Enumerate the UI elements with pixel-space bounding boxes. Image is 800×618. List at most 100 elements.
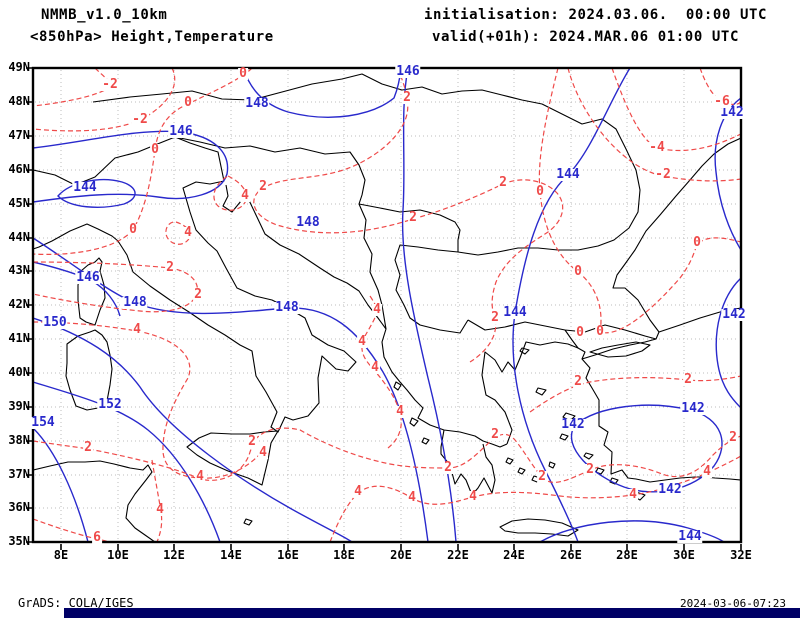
height-contour-label: 142 (721, 307, 747, 322)
temperature-contour-label: 4 (395, 404, 405, 419)
temperature-contour-label: 2 (402, 90, 412, 105)
lat-tick-label: 48N (8, 94, 30, 108)
height-contour-label: 152 (97, 397, 123, 412)
lon-tick-label: 20E (390, 548, 412, 562)
temperature-contour-label: 0 (238, 66, 248, 81)
temperature-contour-label: 2 (490, 310, 500, 325)
lon-tick-label: 12E (163, 548, 185, 562)
lat-tick-label: 46N (8, 162, 30, 176)
temperature-contour-label: -2 (101, 77, 119, 92)
lon-tick-label: 14E (220, 548, 242, 562)
temperature-contour-label: 0 (595, 324, 605, 339)
temperature-contour-label: 4 (258, 445, 268, 460)
lat-tick-label: 37N (8, 467, 30, 481)
temperature-contour-label: 2 (165, 260, 175, 275)
temperature-contour-label: 4 (702, 464, 712, 479)
height-contour-label: 146 (168, 124, 194, 139)
lat-tick-label: 44N (8, 230, 30, 244)
temperature-contour-label: 4 (195, 469, 205, 484)
height-contour-label: 154 (30, 415, 56, 430)
lat-tick-label: 49N (8, 60, 30, 74)
lon-tick-label: 28E (616, 548, 638, 562)
height-contour-label: 146 (75, 270, 101, 285)
temperature-contour-label: 4 (370, 360, 380, 375)
height-contour-label: 144 (502, 305, 528, 320)
height-contour-label: 142 (560, 417, 586, 432)
temperature-contour-label: 2 (193, 287, 203, 302)
bottom-bar (64, 608, 800, 618)
lat-tick-label: 41N (8, 331, 30, 345)
height-contour-label: 144 (72, 180, 98, 195)
temperature-contour-label: 4 (628, 487, 638, 502)
temperature-contour-label: 6 (92, 530, 102, 545)
temperature-contour-label: 4 (407, 490, 417, 505)
lat-tick-label: 42N (8, 297, 30, 311)
grads-credit-label: GrADS: COLA/IGES (18, 596, 134, 610)
height-contour-label: 144 (677, 529, 703, 544)
init-time-label: initialisation: 2024.03.06. 00:00 UTC (424, 7, 768, 23)
lat-tick-label: 39N (8, 399, 30, 413)
lat-tick-label: 38N (8, 433, 30, 447)
plot-timestamp-label: 2024-03-06-07:23 (680, 597, 786, 610)
height-contour-label: 146 (395, 64, 421, 79)
temperature-contour-label: 0 (128, 222, 138, 237)
lon-tick-label: 22E (447, 548, 469, 562)
lon-tick-label: 18E (333, 548, 355, 562)
lon-tick-label: 26E (560, 548, 582, 562)
lon-tick-label: 24E (503, 548, 525, 562)
height-contour-label: 148 (122, 295, 148, 310)
temperature-contour-label: 4 (132, 322, 142, 337)
grid-lines (35, 70, 739, 540)
lon-tick-label: 10E (107, 548, 129, 562)
temperature-contour-label: 2 (490, 427, 500, 442)
temperature-contour-label: 2 (585, 462, 595, 477)
temperature-contour-label: 4 (155, 502, 165, 517)
temperature-contour-label: -6 (713, 94, 731, 109)
coastlines (34, 73, 740, 541)
temperature-contour-label: 2 (258, 179, 268, 194)
temperature-contour-label: 2 (728, 430, 738, 445)
lat-tick-label: 35N (8, 534, 30, 548)
temperature-contour-label: 0 (575, 325, 585, 340)
lon-tick-label: 16E (277, 548, 299, 562)
axis-ticks (26, 67, 742, 550)
temperature-contour-label: 0 (183, 95, 193, 110)
temperature-contour-label: -2 (654, 167, 672, 182)
height-contour-label: 148 (295, 215, 321, 230)
temperature-contour-label: 4 (372, 302, 382, 317)
temperature-contour-label: -4 (648, 140, 666, 155)
temperature-contour-label: 0 (150, 142, 160, 157)
lat-tick-label: 43N (8, 263, 30, 277)
height-contour-label: 142 (657, 482, 683, 497)
map-frame (31, 66, 743, 544)
temperature-contour-label: 2 (683, 372, 693, 387)
height-contour-label: 148 (244, 96, 270, 111)
temperature-contour-label: 2 (408, 210, 418, 225)
temperature-contour-label: 2 (573, 374, 583, 389)
lon-tick-label: 32E (730, 548, 752, 562)
temperature-contour-label: 0 (535, 184, 545, 199)
temperature-contour-label: 4 (353, 484, 363, 499)
temperature-contour-label: 4 (468, 489, 478, 504)
temperature-contour-label: 4 (240, 188, 250, 203)
height-contour-label: 148 (274, 300, 300, 315)
temperature-contour-label: -2 (131, 112, 149, 127)
height-contour-label: 142 (680, 401, 706, 416)
temperature-contour-label: 4 (357, 334, 367, 349)
temperature-contour-label: 2 (247, 434, 257, 449)
lat-tick-label: 36N (8, 500, 30, 514)
temperature-contour-label: 0 (573, 264, 583, 279)
height-contour-label: 144 (555, 167, 581, 182)
lon-tick-label: 8E (53, 548, 69, 562)
temperature-contour-label: 2 (498, 175, 508, 190)
lat-tick-label: 40N (8, 365, 30, 379)
temperature-contour-label: 0 (692, 235, 702, 250)
height-contour-label: 150 (42, 315, 68, 330)
field-title: <850hPa> Height,Temperature (30, 29, 274, 45)
height-contour-label: 142 (719, 105, 745, 120)
valid-time-label: valid(+01h): 2024.MAR.06 01:00 UTC (432, 29, 739, 45)
lat-tick-label: 47N (8, 128, 30, 142)
lat-tick-label: 45N (8, 196, 30, 210)
